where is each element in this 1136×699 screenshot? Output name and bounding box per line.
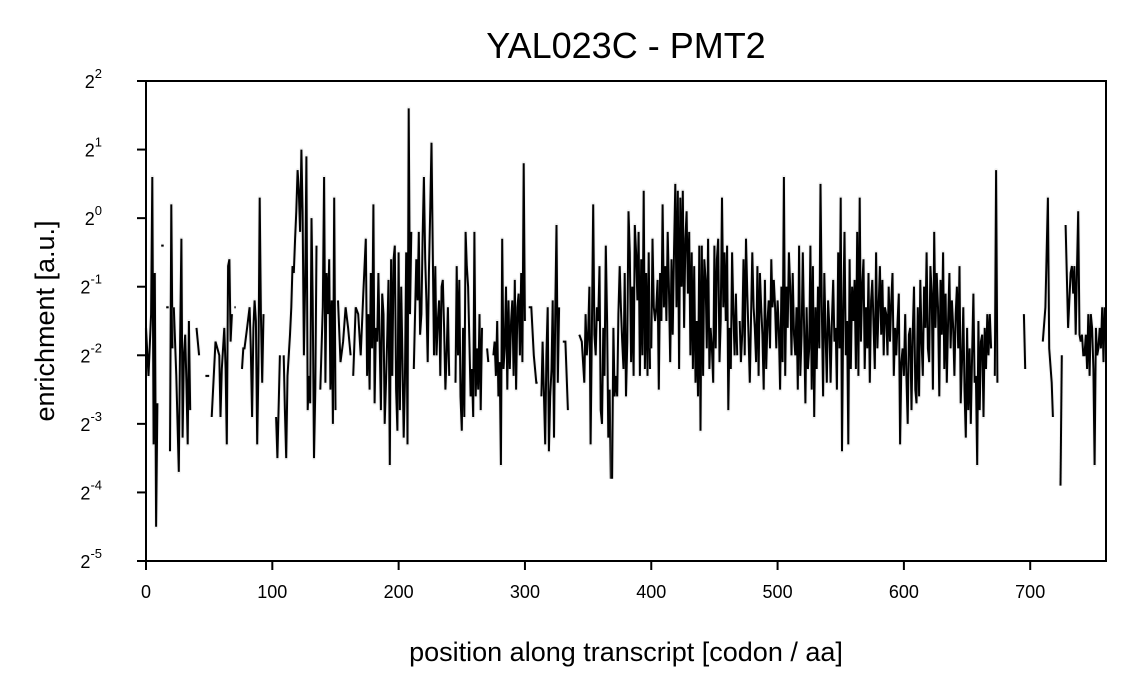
- y-tick-label: 2-3: [80, 409, 102, 435]
- series-line-segment: [611, 190, 651, 479]
- x-tick-label: 300: [510, 582, 540, 602]
- y-axis-label: enrichment [a.u.]: [30, 220, 60, 421]
- series-line-segment: [319, 176, 337, 424]
- series-line-segment: [145, 176, 159, 527]
- x-axis-label: position along transcript [codon / aa]: [409, 637, 843, 667]
- y-tick-label: 2-4: [80, 477, 102, 503]
- series-line-segment: [241, 197, 265, 445]
- series-line-segment: [578, 204, 612, 479]
- series-line-segment: [562, 340, 569, 411]
- series-line-segment: [650, 183, 739, 431]
- y-tick-label: 20: [85, 203, 102, 229]
- chart-title: YAL023C - PMT2: [486, 25, 765, 66]
- series-line-segment: [210, 259, 233, 445]
- x-tick-label: 200: [384, 582, 414, 602]
- y-tick-label: 2-1: [80, 272, 102, 298]
- x-tick-label: 700: [1015, 582, 1045, 602]
- y-tick-label: 2-5: [80, 546, 102, 572]
- x-tick-label: 400: [636, 582, 666, 602]
- series-line-segment: [352, 108, 413, 466]
- series-line-segment: [454, 231, 483, 431]
- series-line-segment: [486, 348, 490, 363]
- series-line-segment: [1064, 211, 1106, 466]
- series-line-segment: [993, 170, 999, 383]
- x-tick-label: 600: [889, 582, 919, 602]
- x-tick-label: 500: [763, 582, 793, 602]
- x-axis: 0 100 200 300 400 500 600 700: [141, 561, 1045, 602]
- series-line-segment: [412, 142, 451, 390]
- y-tick-label: 21: [85, 135, 102, 161]
- plot-frame: [145, 80, 1107, 562]
- series-line-segment: [172, 238, 192, 472]
- series-line-segment: [195, 327, 201, 356]
- series-line-segment: [528, 306, 538, 384]
- series-line-segment: [492, 163, 526, 466]
- series-0: [144, 106, 1107, 529]
- series-line-segment: [1041, 197, 1054, 418]
- series-line-segment: [282, 149, 318, 459]
- series-line-segment: [1022, 314, 1027, 370]
- series-line-segment: [738, 176, 993, 466]
- series-line-segment: [540, 224, 561, 452]
- series-line-segment: [169, 204, 174, 452]
- plot-area: [144, 106, 1107, 529]
- series-line-segment: [337, 300, 352, 363]
- y-tick-label: 22: [85, 66, 102, 92]
- y-axis: 2-5 2-4 2-3 2-2 2-1 20 21 22: [80, 66, 146, 572]
- x-tick-label: 100: [257, 582, 287, 602]
- series-line-segment: [275, 355, 281, 459]
- series-line-segment: [1059, 355, 1063, 486]
- x-tick-label: 0: [141, 582, 151, 602]
- y-tick-label: 2-2: [80, 340, 102, 366]
